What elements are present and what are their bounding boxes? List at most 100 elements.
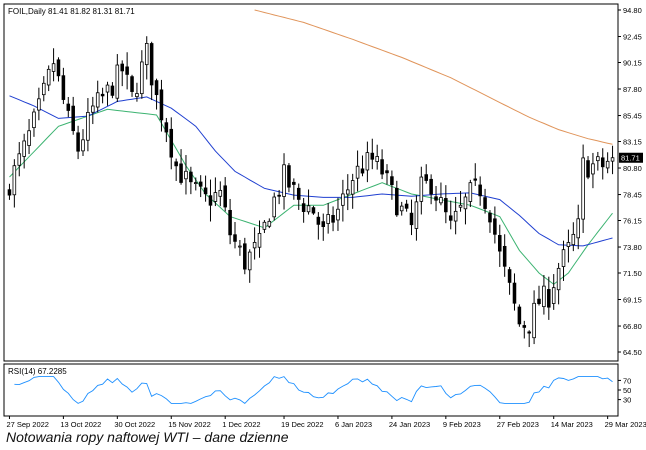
candle-body-down <box>507 269 512 283</box>
candle-body-down <box>493 218 497 235</box>
candle-body-down <box>296 187 301 200</box>
rsi-label: RSI(14) 67.2285 <box>8 367 67 376</box>
candle-body-up <box>581 157 585 220</box>
candle-body-down <box>110 85 115 96</box>
candle-body-down <box>292 181 296 185</box>
candle-body-up <box>350 180 355 195</box>
candle-body-up <box>115 64 120 99</box>
candle-body-down <box>223 185 227 208</box>
candle-body-up <box>247 251 252 271</box>
candle-body-up <box>27 130 31 146</box>
candle-body-down <box>159 89 164 121</box>
candle-body-up <box>399 205 404 212</box>
candle-body-up <box>257 232 262 248</box>
candle-body-up <box>12 165 17 196</box>
y-axis-tick-label: 64.50 <box>623 348 642 357</box>
candle-body-down <box>164 122 169 133</box>
candle-body-up <box>365 152 370 171</box>
candle-body-down <box>370 152 375 160</box>
moving-average-lines <box>9 9 613 285</box>
candle-body-down <box>385 170 389 174</box>
candle-body-down <box>409 212 414 226</box>
candle-body-up <box>262 221 267 230</box>
candle-body-down <box>71 105 75 132</box>
candle-body-down <box>189 171 193 183</box>
rsi-line-group <box>14 376 613 404</box>
candle-body-up <box>566 242 571 247</box>
candle-body-up <box>561 249 566 267</box>
ma-long-line <box>254 9 613 145</box>
candle-body-down <box>203 187 208 195</box>
x-axis-tick-label: 27 Feb 2023 <box>497 420 539 429</box>
candle-body-up <box>355 165 360 179</box>
candle-body-up <box>414 201 419 229</box>
candle-body-down <box>311 207 316 214</box>
y-axis-tick-label: 69.15 <box>623 296 642 305</box>
y-axis-tick-label: 92.45 <box>623 33 642 42</box>
candle-body-down <box>586 160 590 178</box>
x-axis-tick-label: 24 Jan 2023 <box>389 420 430 429</box>
x-axis-tick-label: 1 Dec 2022 <box>222 420 260 429</box>
candle-body-up <box>184 170 188 180</box>
candle-body-up <box>17 153 22 166</box>
candle-body-down <box>380 159 384 175</box>
x-axis-tick-label: 6 Jan 2023 <box>335 420 372 429</box>
candle-body-down <box>424 174 428 181</box>
candle-body-down <box>130 76 134 92</box>
candle-body-up <box>576 218 580 239</box>
candle-body-down <box>61 75 66 100</box>
y-axis-tick-label: 87.80 <box>623 85 642 94</box>
candle-body-up <box>453 210 458 222</box>
candle-body-up <box>272 196 276 218</box>
candle-body-down <box>522 325 527 328</box>
candle-body-down <box>287 165 291 188</box>
candle-body-up <box>140 61 144 95</box>
candle-body-down <box>125 66 129 75</box>
candle-body-down <box>517 306 522 325</box>
candle-body-up <box>213 192 218 202</box>
rsi-tick-label: 70 <box>623 376 631 385</box>
y-axis-tick-label: 66.80 <box>623 322 642 331</box>
candle-body-up <box>42 82 46 96</box>
candle-body-up <box>571 233 576 246</box>
candle-body-down <box>179 163 183 183</box>
candle-body-up <box>32 111 36 129</box>
price-chart: 94.80 92.45 90.15 87.80 85.45 83.15 80.80 78.45… <box>3 3 646 429</box>
x-axis-tick-label: 13 Oct 2022 <box>60 420 101 429</box>
candle-body-down <box>537 298 541 305</box>
candle-body-down <box>198 181 203 187</box>
candle-body-up <box>144 43 149 66</box>
candle-body-down <box>228 209 232 236</box>
candle-body-up <box>135 93 139 98</box>
candle-body-up <box>37 98 41 111</box>
chart-caption: Notowania ropy naftowej WTI – dane dzien… <box>6 429 289 445</box>
candle-body-down <box>233 234 237 242</box>
candle-body-down <box>321 221 326 227</box>
candle-body-down <box>429 178 433 195</box>
candle-body-down <box>478 184 482 197</box>
candle-body-down <box>149 43 154 86</box>
y-axis-tick-label: 73.80 <box>623 243 642 252</box>
rsi-tick-label: 30 <box>623 396 631 405</box>
candle-body-up <box>51 63 56 72</box>
candle-body-up <box>458 204 463 208</box>
candle-body-down <box>301 203 306 212</box>
last-price-badge <box>619 152 643 163</box>
candle-body-down <box>120 63 124 72</box>
candle-body-up <box>105 84 110 93</box>
candle-body-up <box>282 164 286 197</box>
candle-body-down <box>512 282 517 304</box>
candle-body-down <box>174 161 178 167</box>
rsi-panel-frame <box>3 363 619 417</box>
y-axis-tick-label: 94.80 <box>623 6 642 15</box>
candle-body-down <box>100 93 105 97</box>
candle-body-down <box>277 194 281 197</box>
candle-body-up <box>86 112 90 141</box>
candle-body-up <box>532 302 536 339</box>
candle-body-up <box>218 189 223 197</box>
candle-body-up <box>81 139 85 152</box>
candle-body-down <box>154 80 159 96</box>
axis-labels: 94.80 92.45 90.15 87.80 85.45 83.15 80.80 78.45… <box>6 6 646 429</box>
candle-body-down <box>488 212 492 223</box>
y-axis-tick-label: 83.15 <box>623 137 642 146</box>
